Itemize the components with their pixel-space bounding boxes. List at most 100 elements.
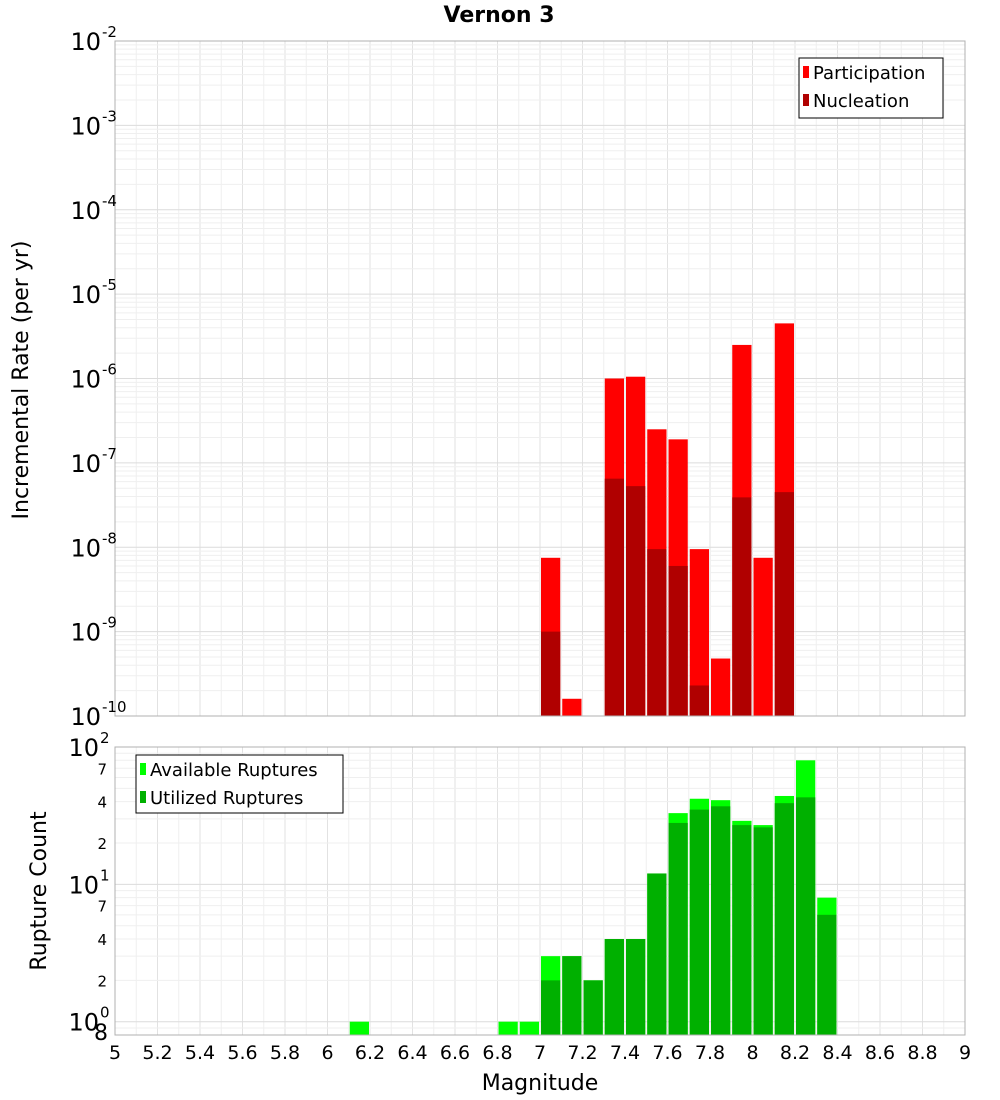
x-tick-label: 5.2 [142, 1042, 172, 1064]
y-tick-label: 10 [70, 450, 101, 478]
x-tick-label: 8.6 [865, 1042, 895, 1064]
y-tick-exponent: -4 [102, 192, 117, 210]
y-tick-label: 10 [70, 703, 101, 731]
legend-participation-swatch [803, 66, 809, 78]
utilized-ruptures-bar [817, 914, 837, 1035]
y-tick-exponent: -3 [102, 107, 117, 125]
x-tick-label: 8.4 [822, 1042, 852, 1064]
utilized-ruptures-bar [711, 806, 731, 1035]
x-tick-label: 7.2 [567, 1042, 597, 1064]
utilized-ruptures-bar [796, 797, 816, 1035]
legend-available-label: Available Ruptures [150, 760, 318, 781]
x-tick-label: 5 [109, 1042, 121, 1064]
utilized-ruptures-bar [541, 980, 561, 1035]
bottom-legend-box [135, 754, 344, 814]
x-tick-label: 9 [959, 1042, 971, 1064]
utilized-ruptures-bar [732, 825, 752, 1035]
nucleation-bar [647, 549, 667, 716]
y-tick-label: 10 [70, 281, 101, 309]
top-panel-bars [541, 323, 794, 716]
x-tick-label: 7.8 [695, 1042, 725, 1064]
utilized-ruptures-bar [583, 980, 603, 1035]
utilized-ruptures-bar [753, 827, 773, 1035]
top-legend: Participation Nucleation [798, 57, 944, 119]
x-tick-label: 6.4 [397, 1042, 427, 1064]
y-min-label: 8 [94, 1021, 108, 1046]
y-tick-label: 10 [70, 366, 101, 394]
legend-utilized-swatch [140, 791, 146, 803]
x-tick-label: 6.8 [482, 1042, 512, 1064]
y-tick-exponent: -2 [102, 23, 117, 41]
nucleation-bar [732, 497, 752, 716]
participation-bar [689, 549, 709, 716]
chart-title: Vernon 3 [444, 3, 555, 28]
utilized-ruptures-bar [626, 939, 646, 1035]
y-tick-label: 7 [97, 898, 107, 916]
y-tick-label: 10 [68, 871, 99, 899]
bottom-y-axis-label: Rupture Count [27, 811, 52, 971]
x-tick-label: 7 [534, 1042, 546, 1064]
y-tick-exponent: 1 [100, 866, 110, 884]
y-tick-label: 7 [97, 760, 107, 778]
y-tick-label: 10 [70, 534, 101, 562]
available-ruptures-bar [349, 1021, 369, 1035]
x-tick-label: 5.8 [270, 1042, 300, 1064]
y-tick-label: 4 [97, 931, 107, 949]
nucleation-bar [774, 492, 794, 716]
x-tick-label: 7.6 [652, 1042, 682, 1064]
x-axis-label: Magnitude [482, 1071, 599, 1096]
nucleation-bar [541, 631, 561, 716]
y-tick-exponent: -10 [102, 698, 127, 716]
y-tick-label: 10 [68, 1009, 99, 1037]
y-tick-label: 10 [70, 197, 101, 225]
y-tick-exponent: -7 [102, 445, 117, 463]
x-tick-label: 6.2 [355, 1042, 385, 1064]
legend-nucleation-label: Nucleation [813, 91, 909, 112]
y-tick-exponent: -8 [102, 529, 117, 547]
top-y-axis-label: Incremental Rate (per yr) [9, 241, 34, 520]
available-ruptures-bar [519, 1021, 539, 1035]
y-tick-label: 10 [68, 734, 99, 762]
legend-participation-label: Participation [813, 63, 925, 84]
utilized-ruptures-bar [689, 809, 709, 1035]
participation-bar [753, 557, 773, 716]
participation-bar [711, 658, 731, 716]
legend-nucleation-swatch [803, 94, 809, 106]
y-tick-exponent: 2 [100, 729, 110, 747]
utilized-ruptures-bar [562, 956, 582, 1035]
available-ruptures-bar [498, 1021, 518, 1035]
bottom-panel-bars [349, 760, 837, 1035]
nucleation-bar [604, 478, 624, 716]
nucleation-bar [626, 486, 646, 716]
utilized-ruptures-bar [774, 803, 794, 1035]
y-tick-label: 10 [70, 619, 101, 647]
x-tick-label: 8.2 [780, 1042, 810, 1064]
utilized-ruptures-bar [647, 873, 667, 1035]
x-tick-labels: 5 5.2 5.4 5.6 5.8 6 6.2 6.4 6.6 6.8 7 7.2 7.4 7.6 7.8 8… [109, 1042, 971, 1064]
utilized-ruptures-bar [668, 822, 688, 1035]
y-tick-label: 10 [70, 28, 101, 56]
y-tick-exponent: -5 [102, 276, 117, 294]
nucleation-bar [689, 685, 709, 716]
top-legend-box [798, 57, 944, 119]
x-tick-label: 7.4 [610, 1042, 640, 1064]
legend-available-swatch [140, 763, 146, 775]
x-tick-label: 6 [321, 1042, 333, 1064]
top-panel-frame [114, 40, 966, 717]
y-tick-label: 4 [97, 794, 107, 812]
y-tick-label: 2 [97, 835, 107, 853]
top-panel-grid [114, 41, 966, 717]
legend-utilized-label: Utilized Ruptures [150, 788, 303, 809]
x-tick-label: 5.4 [185, 1042, 215, 1064]
x-tick-label: 6.6 [440, 1042, 470, 1064]
bottom-legend: Available Ruptures Utilized Ruptures [135, 754, 344, 814]
bottom-panel-frame [114, 746, 966, 1036]
y-tick-label: 10 [70, 112, 101, 140]
participation-bar [562, 698, 582, 716]
x-tick-label: 8 [746, 1042, 758, 1064]
y-tick-exponent: -9 [102, 614, 117, 632]
x-tick-label: 5.6 [227, 1042, 257, 1064]
